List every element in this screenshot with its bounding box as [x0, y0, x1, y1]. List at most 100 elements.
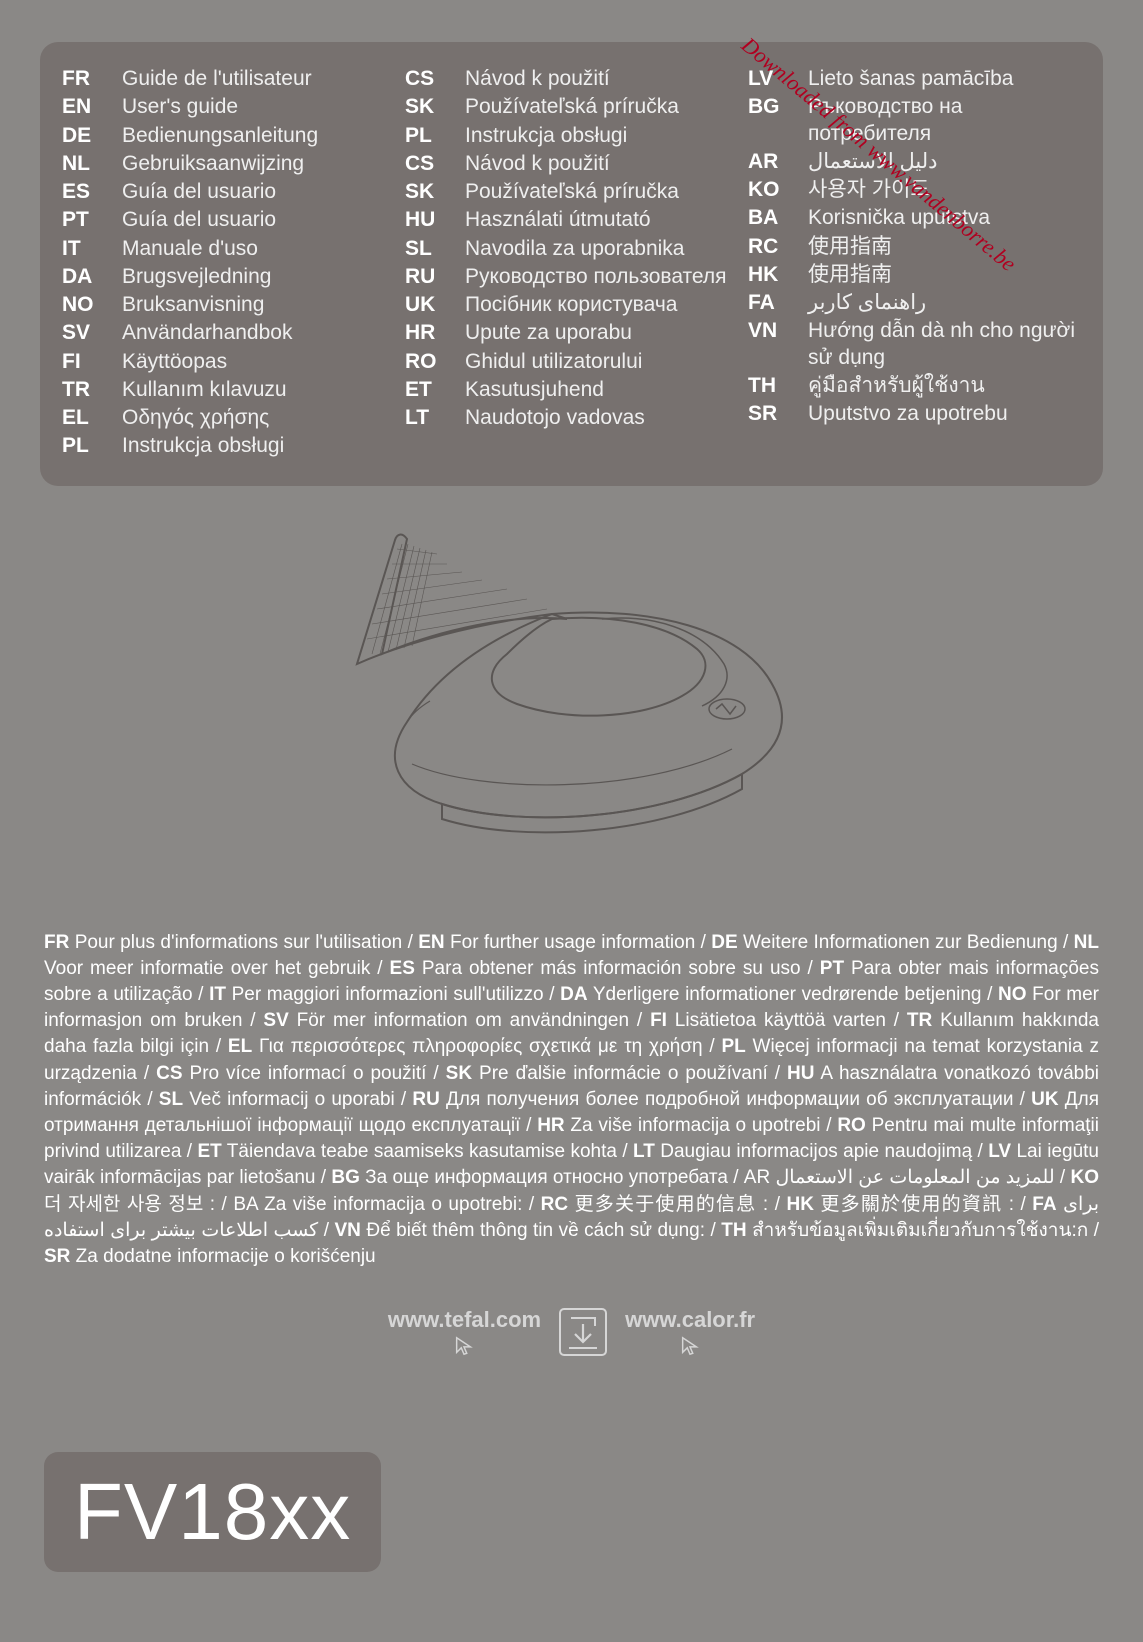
info-lang-code: DE	[711, 932, 737, 953]
language-label: Používateľská príručka	[465, 179, 679, 205]
language-row: BAKorisnička uputstva	[748, 205, 1081, 231]
language-label: Manuale d'uso	[122, 236, 258, 262]
language-code: RC	[748, 234, 808, 260]
language-code: PL	[62, 433, 122, 459]
info-lang-code: BG	[331, 1167, 360, 1188]
info-lang-code: EL	[228, 1036, 252, 1057]
language-label: Οδηγός χρήσης	[122, 405, 269, 431]
language-label: Käyttöopas	[122, 349, 227, 375]
language-column-2: CSNávod k použitíSKPoužívateľská príručk…	[405, 66, 738, 462]
language-label: Instrukcja obsługi	[465, 123, 627, 149]
language-label: Naudotojo vadovas	[465, 405, 645, 431]
language-label: Uputstvo za upotrebu	[808, 401, 1008, 427]
language-label: Bruksanvisning	[122, 292, 264, 318]
language-row: FAراهنمای کاربر	[748, 290, 1081, 316]
info-lang-code: PT	[820, 958, 844, 979]
language-row: RC使用指南	[748, 234, 1081, 260]
language-label: 使用指南	[808, 262, 892, 288]
language-code: SK	[405, 94, 465, 120]
language-label: Användarhandbok	[122, 320, 292, 346]
model-number-badge: FV18xx	[44, 1452, 381, 1572]
language-row: FRGuide de l'utilisateur	[62, 66, 395, 92]
language-row: RUРуководство пользователя	[405, 264, 738, 290]
language-code: AR	[748, 149, 808, 175]
language-row: CSNávod k použití	[405, 151, 738, 177]
language-row: DABrugsvejledning	[62, 264, 395, 290]
language-code: NL	[62, 151, 122, 177]
info-lang-code: SR	[44, 1246, 70, 1267]
language-code: SR	[748, 401, 808, 427]
language-label: راهنمای کاربر	[808, 290, 926, 316]
language-row: PTGuía del usuario	[62, 207, 395, 233]
language-label: Brugsvejledning	[122, 264, 271, 290]
language-row: LTNaudotojo vadovas	[405, 405, 738, 431]
language-code: LT	[405, 405, 465, 431]
language-label: Navodila za uporabnika	[465, 236, 684, 262]
info-lang-code: SV	[263, 1010, 288, 1031]
language-label: Lieto šanas pamācība	[808, 66, 1013, 92]
language-row: VNHướng dẫn dà nh cho người sử dụng	[748, 318, 1081, 371]
language-label: Upute za uporabu	[465, 320, 632, 346]
language-label: คู่มือสำหรับผู้ใช้งาน	[808, 373, 985, 399]
language-row: CSNávod k použití	[405, 66, 738, 92]
language-code: FA	[748, 290, 808, 316]
language-row: TRKullanım kılavuzu	[62, 377, 395, 403]
info-lang-code: TR	[907, 1010, 932, 1031]
language-label: Guide de l'utilisateur	[122, 66, 312, 92]
language-label: Használati útmutató	[465, 207, 651, 233]
language-label: Guía del usuario	[122, 207, 276, 233]
links-row: www.tefal.com www.calor.fr	[0, 1304, 1143, 1365]
info-lang-code: PL	[721, 1036, 745, 1057]
language-code: EL	[62, 405, 122, 431]
info-lang-code: FI	[650, 1010, 667, 1031]
language-row: THคู่มือสำหรับผู้ใช้งาน	[748, 373, 1081, 399]
language-label: Hướng dẫn dà nh cho người sử dụng	[808, 318, 1081, 371]
language-code: VN	[748, 318, 808, 344]
language-row: SLNavodila za uporabnika	[405, 236, 738, 262]
info-lang-code: RC	[541, 1194, 568, 1215]
language-code: KO	[748, 177, 808, 203]
language-label: User's guide	[122, 94, 238, 120]
language-label: Kasutusjuhend	[465, 377, 604, 403]
cursor-icon	[679, 1335, 701, 1362]
language-row: FIKäyttöopas	[62, 349, 395, 375]
language-code: NO	[62, 292, 122, 318]
language-label: Návod k použití	[465, 66, 610, 92]
info-lang-code: SK	[446, 1063, 472, 1084]
language-code: RU	[405, 264, 465, 290]
usage-info-paragraph: FR Pour plus d'informations sur l'utilis…	[44, 930, 1099, 1271]
info-lang-code: DA	[560, 984, 587, 1005]
language-code: RO	[405, 349, 465, 375]
language-code: DA	[62, 264, 122, 290]
info-lang-code: IT	[209, 984, 226, 1005]
language-row: NLGebruiksaanwijzing	[62, 151, 395, 177]
link-calor[interactable]: www.calor.fr	[625, 1307, 755, 1362]
language-label: 使用指南	[808, 234, 892, 260]
language-row: PLInstrukcja obsługi	[62, 433, 395, 459]
language-row: DEBedienungsanleitung	[62, 123, 395, 149]
language-code: DE	[62, 123, 122, 149]
language-code: SV	[62, 320, 122, 346]
language-code: CS	[405, 151, 465, 177]
info-lang-code: CS	[156, 1063, 182, 1084]
language-code: BA	[748, 205, 808, 231]
language-label: Руководство пользователя	[465, 264, 727, 290]
language-panel: FRGuide de l'utilisateurENUser's guideDE…	[40, 42, 1103, 486]
language-label: Gebruiksaanwijzing	[122, 151, 304, 177]
language-label: Ghidul utilizatorului	[465, 349, 642, 375]
language-code: TH	[748, 373, 808, 399]
link-tefal[interactable]: www.tefal.com	[388, 1307, 541, 1362]
language-row: ESGuía del usuario	[62, 179, 395, 205]
language-code: ES	[62, 179, 122, 205]
language-code: ET	[405, 377, 465, 403]
language-row: HUHasználati útmutató	[405, 207, 738, 233]
info-lang-code: VN	[334, 1220, 360, 1241]
language-code: HK	[748, 262, 808, 288]
language-code: HR	[405, 320, 465, 346]
language-code: PT	[62, 207, 122, 233]
language-code: EN	[62, 94, 122, 120]
info-lang-code: EN	[418, 932, 444, 953]
language-column-3: LVLieto šanas pamācībaBGРъководство на п…	[748, 66, 1081, 462]
language-row: SRUputstvo za upotrebu	[748, 401, 1081, 427]
language-code: CS	[405, 66, 465, 92]
